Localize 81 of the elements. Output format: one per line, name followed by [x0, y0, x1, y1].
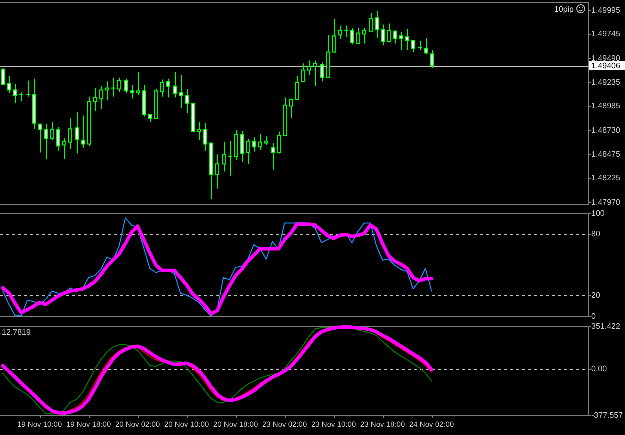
- candlestick: [81, 115, 86, 149]
- candlestick: [399, 32, 404, 51]
- y-tick-label: 351.422: [592, 322, 621, 331]
- y-tick-label: 1.48225: [592, 174, 621, 183]
- candlestick: [405, 29, 410, 51]
- candlestick: [62, 138, 67, 160]
- candlestick: [160, 79, 165, 98]
- candlestick: [301, 63, 306, 82]
- candlestick: [185, 88, 190, 114]
- annotation: 12.7819: [2, 328, 32, 337]
- candlestick: [124, 78, 129, 94]
- candlestick: [240, 130, 245, 163]
- candlestick: [307, 60, 312, 76]
- candlestick: [295, 75, 300, 102]
- candlestick: [234, 130, 239, 161]
- ref-line-label: 1.49406: [592, 62, 621, 71]
- candlestick: [338, 25, 343, 40]
- candlestick: [75, 112, 80, 154]
- annotation: 10pip: [554, 5, 575, 14]
- y-tick-label: 1.49235: [592, 78, 621, 87]
- candlestick: [320, 62, 325, 82]
- candlestick: [56, 126, 61, 152]
- candlestick: [68, 118, 73, 150]
- candlestick: [350, 28, 355, 46]
- candlestick: [369, 12, 374, 32]
- candlestick: [142, 84, 147, 118]
- y-tick-label: 1.49745: [592, 30, 621, 39]
- candlestick: [93, 88, 98, 112]
- candlestick: [430, 50, 435, 69]
- candlestick: [222, 142, 227, 172]
- y-tick-label: 1.49490: [592, 54, 621, 63]
- candlestick: [252, 137, 257, 152]
- candlestick: [228, 140, 234, 177]
- candlestick: [246, 139, 251, 165]
- candlestick: [375, 10, 380, 39]
- y-tick-label: 1.48475: [592, 150, 621, 160]
- candlestick: [203, 122, 208, 152]
- candlestick: [173, 72, 178, 98]
- candlestick: [26, 80, 32, 98]
- candlestick: [105, 81, 110, 102]
- candlestick: [38, 124, 43, 154]
- y-tick-label: 20: [592, 291, 601, 300]
- candlestick: [18, 92, 24, 102]
- y-tick-label: 0.00: [592, 364, 608, 374]
- candlestick: [166, 78, 171, 98]
- candlestick: [197, 122, 202, 141]
- candlestick: [387, 23, 392, 44]
- candlestick: [418, 40, 424, 51]
- candlestick: [110, 77, 116, 98]
- candlestick: [215, 154, 220, 190]
- candlestick: [362, 28, 367, 44]
- candlestick: [277, 131, 282, 154]
- candlestick: [99, 86, 104, 110]
- y-tick-label: 80: [592, 229, 601, 238]
- candlestick: [381, 24, 386, 46]
- y-tick-label: 1.49995: [592, 6, 621, 15]
- candlestick: [44, 124, 49, 160]
- candlestick: [50, 122, 55, 141]
- y-tick-label: 1.47970: [592, 198, 621, 207]
- y-tick-label: 1.48985: [592, 102, 621, 111]
- candlestick: [356, 28, 361, 44]
- candlestick: [117, 77, 122, 93]
- candlestick: [130, 84, 135, 100]
- candlestick: [136, 72, 141, 96]
- candlestick: [7, 75, 12, 94]
- candlestick: [393, 30, 398, 44]
- candlestick: [179, 74, 184, 109]
- candlestick: [424, 38, 429, 55]
- candlestick: [13, 84, 18, 104]
- y-tick-label: 100: [592, 208, 606, 218]
- candlestick: [258, 133, 263, 150]
- y-tick-label: 0: [592, 312, 596, 321]
- y-tick-label: 1.48730: [592, 126, 621, 135]
- candlestick: [271, 142, 276, 170]
- candlestick: [1, 68, 6, 86]
- candlestick: [332, 18, 337, 54]
- candlestick: [313, 60, 318, 87]
- candlestick: [289, 98, 294, 120]
- candlestick: [411, 40, 416, 53]
- y-tick-label: -377.557: [592, 410, 624, 420]
- candlestick: [344, 25, 350, 38]
